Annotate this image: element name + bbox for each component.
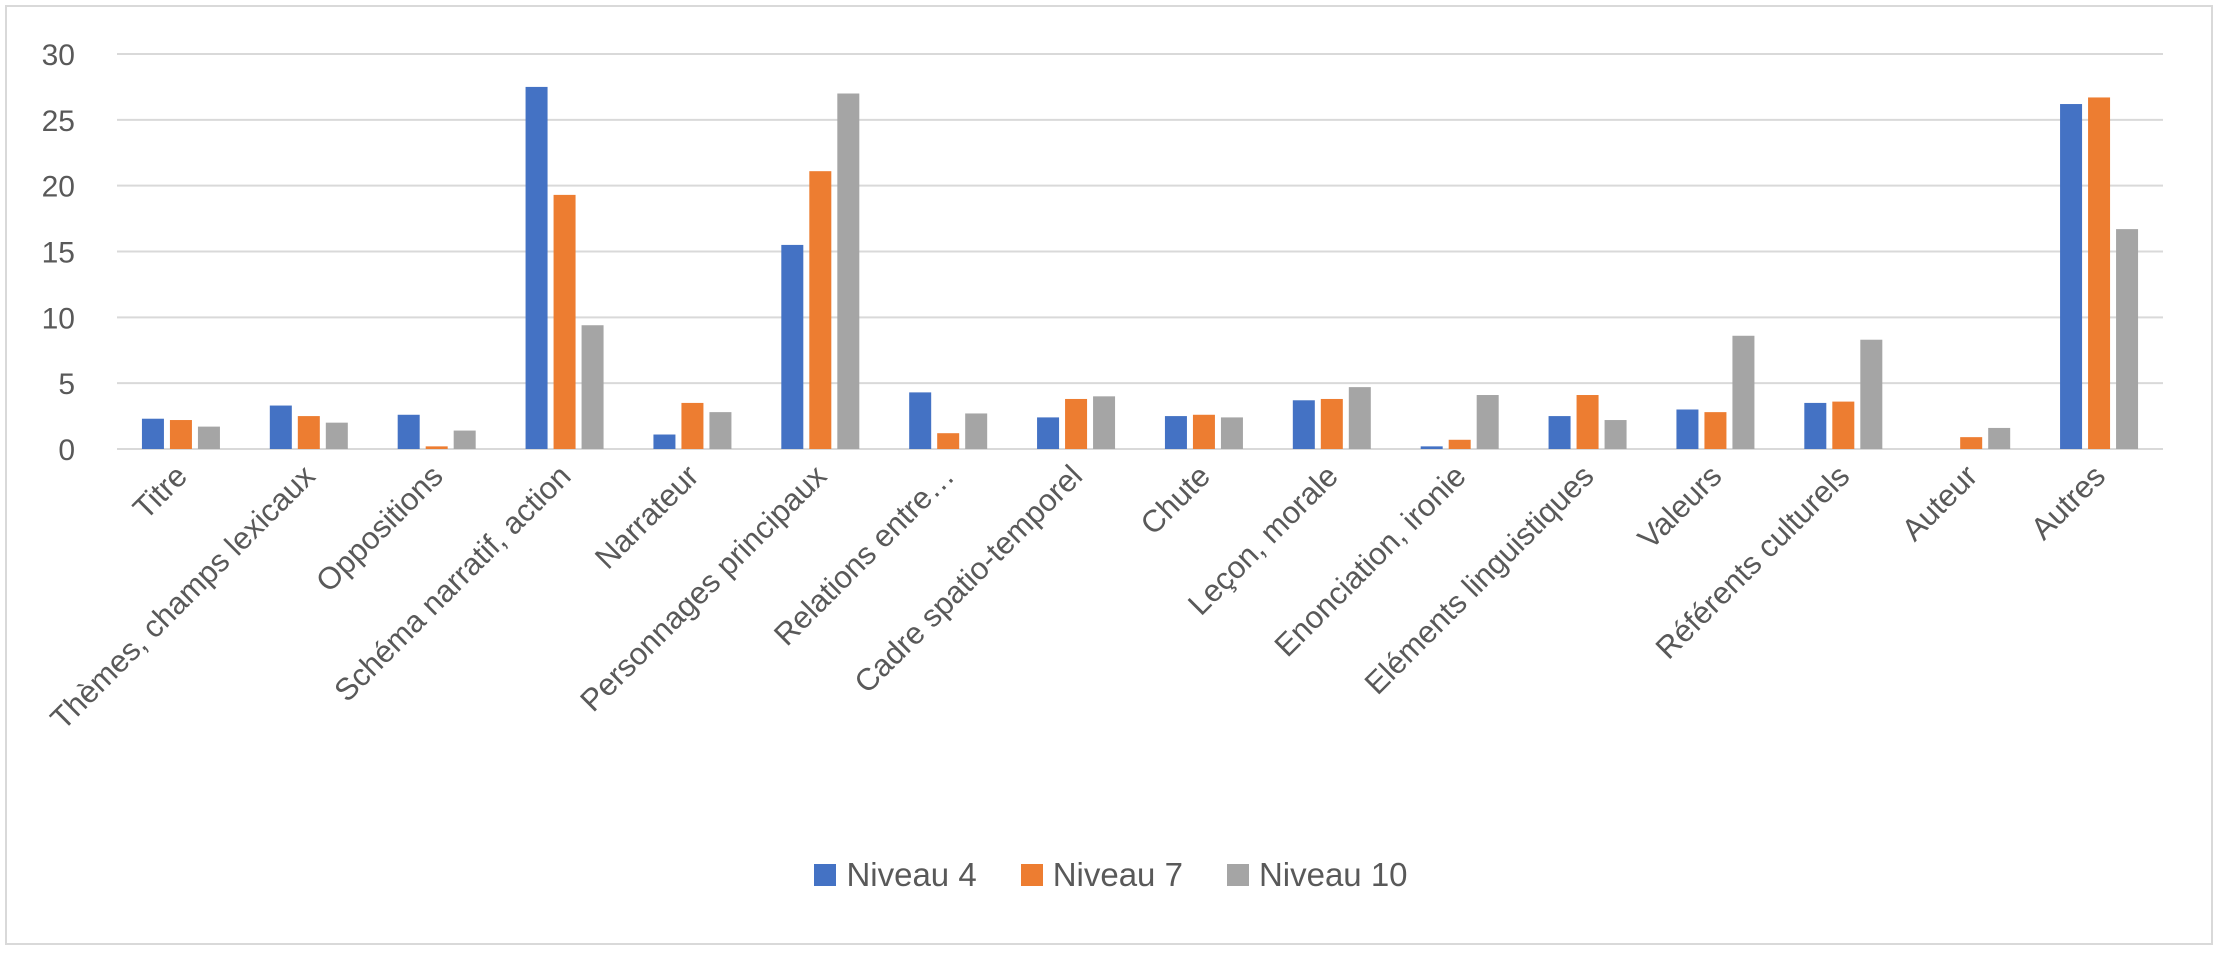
bar-niveau-10 — [1476, 395, 1499, 449]
bar-niveau-10 — [1860, 339, 1883, 449]
x-tick-label: Narrateur — [588, 458, 705, 575]
gridlines — [117, 53, 2163, 450]
x-tick-label: Auteur — [1895, 458, 1984, 547]
bar-niveau-7 — [1065, 398, 1088, 449]
legend-label: Niveau 4 — [846, 856, 977, 893]
bar-niveau-10 — [965, 413, 988, 449]
bar-niveau-10 — [1732, 335, 1755, 449]
y-tick-label: 15 — [42, 237, 75, 270]
bar-niveau-10 — [197, 426, 220, 449]
bar-niveau-7 — [1192, 414, 1215, 449]
x-tick-label: Chute — [1134, 458, 1217, 541]
bar-niveau-10 — [1093, 396, 1116, 449]
bar-niveau-4 — [1804, 402, 1827, 449]
bar-niveau-10 — [581, 325, 604, 449]
bar-niveau-7 — [1832, 401, 1855, 449]
x-tick-label: Schéma narratif, action — [327, 458, 577, 708]
bar-niveau-10 — [1988, 427, 2011, 449]
x-tick-label: Titre — [126, 458, 194, 526]
bar-niveau-4 — [653, 434, 676, 449]
bar-niveau-10 — [1604, 420, 1627, 449]
bar-niveau-4 — [525, 86, 548, 450]
x-tick-label: Oppositions — [309, 458, 450, 599]
y-tick-label: 30 — [42, 39, 75, 72]
bar-niveau-7 — [553, 194, 576, 449]
bar-niveau-10 — [1348, 387, 1371, 449]
bar-niveau-7 — [1960, 437, 1983, 449]
chart-frame — [5, 5, 2213, 945]
bar-niveau-4 — [1292, 400, 1315, 449]
bar-niveau-4 — [397, 414, 420, 449]
y-tick-label: 20 — [42, 171, 75, 204]
x-tick-label: Autres — [2024, 458, 2112, 546]
bar-niveau-7 — [1320, 398, 1343, 449]
bar-niveau-4 — [2060, 104, 2083, 450]
legend-item: Niveau 7 — [1020, 856, 1183, 894]
bar-niveau-10 — [1220, 417, 1243, 449]
bars — [141, 86, 2139, 450]
legend-swatch — [814, 864, 837, 886]
bar-niveau-10 — [453, 430, 476, 449]
bar-niveau-7 — [937, 433, 960, 449]
bar-niveau-10 — [709, 412, 732, 449]
bar-niveau-7 — [1576, 395, 1599, 449]
legend-item: Niveau 4 — [814, 856, 977, 894]
bar-niveau-4 — [1676, 409, 1699, 449]
bar-niveau-7 — [297, 416, 320, 449]
legend-swatch — [1226, 864, 1249, 886]
bar-niveau-4 — [781, 244, 804, 449]
legend: Niveau 4 Niveau 7 Niveau 10 — [0, 856, 2222, 894]
bar-niveau-4 — [269, 405, 292, 449]
legend-label: Niveau 10 — [1258, 856, 1408, 893]
bar-niveau-7 — [1704, 412, 1727, 449]
bar-niveau-7 — [425, 446, 448, 449]
bar-niveau-4 — [1548, 416, 1571, 449]
y-tick-label: 5 — [58, 368, 75, 401]
bar-niveau-7 — [2088, 97, 2111, 449]
bar-niveau-4 — [1420, 446, 1443, 449]
legend-swatch — [1020, 864, 1043, 886]
bar-niveau-10 — [2116, 229, 2139, 449]
y-tick-label: 0 — [58, 434, 75, 467]
legend-item: Niveau 10 — [1226, 856, 1408, 894]
x-tick-label: Personnages principaux — [573, 458, 833, 718]
x-tick-label: Valeurs — [1631, 458, 1728, 555]
bar-niveau-7 — [1448, 439, 1471, 449]
bar-niveau-4 — [141, 418, 164, 449]
bar-niveau-4 — [909, 392, 932, 449]
bar-niveau-7 — [809, 171, 832, 449]
y-tick-label: 25 — [42, 105, 75, 138]
bar-niveau-7 — [681, 402, 704, 449]
y-tick-label: 10 — [42, 302, 75, 335]
x-tick-label: Thèmes, champs lexicaux — [44, 458, 323, 737]
y-axis-ticks: 0 5 10 15 20 25 30 — [42, 39, 75, 467]
bar-niveau-4 — [1037, 417, 1060, 449]
x-tick-label: Eléments linguistiques — [1358, 458, 1601, 701]
bar-niveau-10 — [325, 422, 348, 449]
bar-niveau-7 — [169, 420, 192, 449]
bar-niveau-10 — [837, 93, 860, 449]
x-tick-label: Cadre spatio-temporel — [847, 458, 1089, 700]
bar-niveau-4 — [1164, 416, 1187, 449]
legend-label: Niveau 7 — [1052, 856, 1183, 893]
